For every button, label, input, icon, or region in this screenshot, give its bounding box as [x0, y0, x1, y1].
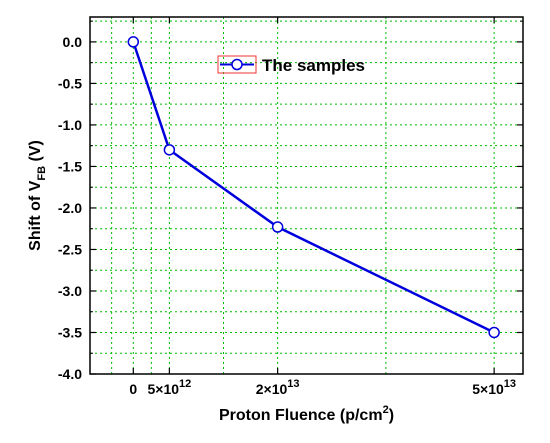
x-axis-title-text: Proton Fluence (p/cm [219, 407, 383, 424]
x-tick-label: 0 [129, 381, 137, 397]
y-axis-title: Shift of VFB (V) [27, 140, 48, 251]
axis-ticks: 0.0 -0.5 -1.0 -1.5 -2.0 -2.5 -3.0 -3.5 -4.0 0 5×10… [58, 17, 523, 397]
legend: The samples [217, 55, 365, 75]
y-tick-label: -3.0 [58, 283, 82, 299]
data-point [127, 36, 140, 48]
y-tick-label: 0.0 [63, 34, 83, 50]
x-tick-label: 5×1012 [147, 378, 191, 397]
y-axis-title-text: Shift of V [27, 180, 44, 251]
x-tick-label-base: 2×10 [256, 381, 288, 397]
x-tick-label-exp: 13 [504, 378, 516, 390]
x-axis-title: Proton Fluence (p/cm2) [219, 404, 394, 424]
y-tick-label: -2.5 [58, 241, 82, 257]
legend-box [217, 55, 257, 74]
y-tick-label: -3.5 [58, 324, 82, 340]
data-point [271, 221, 284, 233]
x-axis-title-sup: 2 [383, 404, 389, 416]
y-tick-label: -2.0 [58, 200, 82, 216]
data-point [163, 144, 176, 156]
x-tick-label-exp: 12 [179, 378, 191, 390]
y-tick-label: -1.5 [58, 158, 82, 174]
x-tick-label: 5×1013 [472, 378, 516, 397]
x-tick-label: 2×1013 [256, 378, 300, 397]
series-layer [127, 36, 500, 339]
legend-marker [231, 58, 243, 71]
x-tick-label-base: 5×10 [147, 381, 179, 397]
x-tick-label-base: 5×10 [472, 381, 504, 397]
y-tick-label: -1.0 [58, 117, 82, 133]
y-tick-label: -4.0 [58, 366, 82, 382]
y-axis-title-sub: FB [36, 166, 48, 181]
plot-frame [89, 16, 524, 375]
legend-label: The samples [262, 56, 365, 75]
y-tick-label: -0.5 [58, 75, 82, 91]
x-axis-title-close: ) [389, 407, 394, 424]
y-axis-title-close: (V) [27, 140, 44, 166]
data-point [488, 326, 500, 339]
x-tick-label-base: 0 [129, 381, 137, 397]
series-line [132, 41, 495, 334]
x-tick-label-exp: 13 [287, 378, 299, 390]
